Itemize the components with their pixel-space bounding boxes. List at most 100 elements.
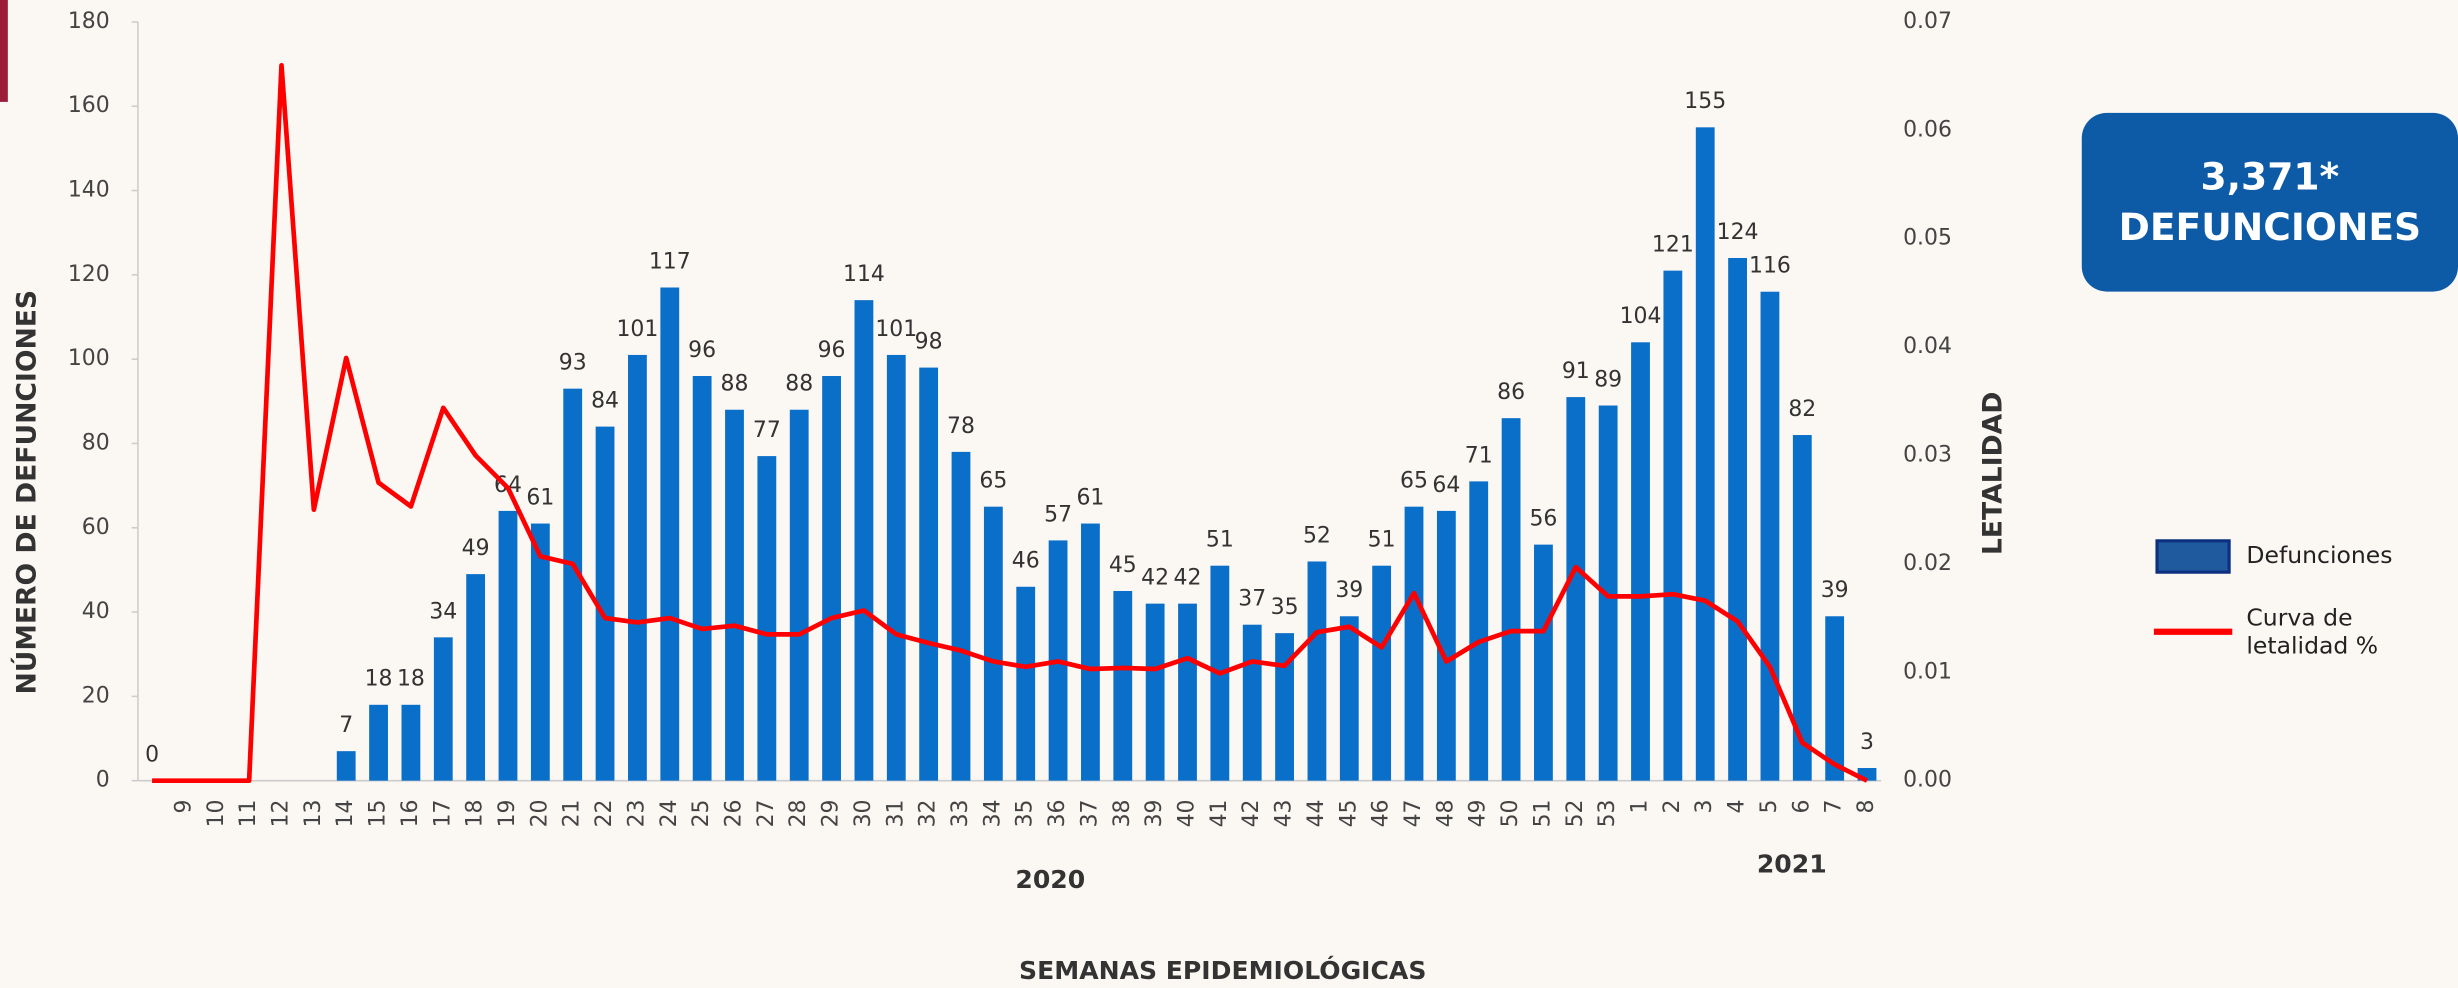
y2-axis-title: LETALIDAD <box>1977 392 2008 556</box>
bar <box>628 355 647 781</box>
y-tick-label: 140 <box>68 178 110 203</box>
bar <box>1566 397 1585 781</box>
value-label: 51 <box>1206 528 1234 553</box>
bar <box>1469 481 1488 780</box>
value-label: 65 <box>979 469 1007 494</box>
value-label: 88 <box>721 372 749 397</box>
x-tick-label: 30 <box>851 799 876 827</box>
y-tick-label: 100 <box>68 346 110 371</box>
y2-tick-label: 0.04 <box>1903 334 1952 359</box>
value-label: 114 <box>843 262 885 287</box>
value-label: 155 <box>1684 89 1726 114</box>
bar <box>984 507 1003 781</box>
value-label: 98 <box>915 330 943 355</box>
value-label: 45 <box>1109 553 1137 578</box>
x-tick-label: 19 <box>495 799 520 827</box>
value-label: 35 <box>1271 595 1299 620</box>
value-label: 77 <box>753 418 781 443</box>
x-tick-label: 13 <box>301 799 326 827</box>
bar <box>402 705 421 781</box>
x-tick-label: 33 <box>948 799 973 827</box>
legend-label: Curva de letalidad % <box>2246 604 2403 660</box>
y-tick-label: 160 <box>68 93 110 118</box>
total-label: DEFUNCIONES <box>2082 202 2458 252</box>
x-tick-label: 23 <box>624 799 649 827</box>
bar <box>337 751 356 781</box>
x-tick-label: 42 <box>1239 799 1264 827</box>
y2-tick-label: 0.02 <box>1903 551 1952 576</box>
bar <box>369 705 388 781</box>
bar <box>1761 292 1780 781</box>
bar <box>1275 633 1294 781</box>
total-value: 3,371* <box>2082 152 2458 202</box>
value-label: 117 <box>649 249 691 274</box>
value-label: 18 <box>365 667 393 692</box>
page: {"chart_data":{"type":"bar_line", "categ… <box>0 0 2458 987</box>
value-label: 64 <box>1432 473 1460 498</box>
x-tick-label: 47 <box>1401 799 1426 827</box>
x-tick-label: 14 <box>333 799 358 827</box>
legend-label: Defunciones <box>2246 541 2392 569</box>
value-label: 88 <box>785 372 813 397</box>
x-tick-label: 18 <box>463 799 488 827</box>
y-tick-label: 0 <box>96 768 110 793</box>
value-label: 61 <box>526 485 554 510</box>
total-box: 3,371* DEFUNCIONES <box>2082 113 2458 292</box>
bar <box>1016 587 1035 781</box>
x-tick-label: 26 <box>721 799 746 827</box>
value-label: 89 <box>1594 367 1622 392</box>
x-tick-label: 46 <box>1369 799 1394 827</box>
x-tick-label: 31 <box>883 799 908 827</box>
y-tick-label: 180 <box>68 9 110 34</box>
y-tick-label: 60 <box>82 515 110 540</box>
x-tick-label: 50 <box>1498 799 1523 827</box>
bar <box>1728 258 1747 781</box>
x-tick-label: 29 <box>819 799 844 827</box>
bar <box>1372 566 1391 781</box>
x-tick-label: 21 <box>560 799 585 827</box>
value-label: 121 <box>1652 233 1694 258</box>
bar <box>952 452 971 781</box>
x-tick-label: 6 <box>1789 799 1814 813</box>
y2-tick-label: 0.00 <box>1903 768 1952 793</box>
x-tick-label: 52 <box>1563 799 1588 827</box>
value-label: 91 <box>1562 359 1590 384</box>
bar <box>1146 604 1165 781</box>
value-label: 18 <box>397 667 425 692</box>
year-label: 2021 <box>1757 849 1827 878</box>
value-label: 46 <box>1012 549 1040 574</box>
x-tick-label: 41 <box>1207 799 1232 827</box>
x-tick-label: 35 <box>1013 799 1038 827</box>
x-tick-label: 5 <box>1757 799 1782 813</box>
bar <box>1081 524 1100 781</box>
bar <box>660 287 679 780</box>
x-tick-label: 1 <box>1628 799 1653 813</box>
value-label: 82 <box>1788 397 1816 422</box>
x-tick-label: 7 <box>1822 799 1847 813</box>
value-label: 39 <box>1335 578 1363 603</box>
x-tick-label: 48 <box>1433 799 1458 827</box>
x-tick-label: 40 <box>1175 799 1200 827</box>
x-tick-label: 49 <box>1466 799 1491 827</box>
legend-swatch <box>2157 541 2229 572</box>
x-tick-label: 24 <box>657 799 682 827</box>
x-tick-label: 44 <box>1304 799 1329 827</box>
bar <box>919 368 938 781</box>
x-axis-title: SEMANAS EPIDEMIOLÓGICAS <box>1019 955 1426 985</box>
value-label: 61 <box>1076 485 1104 510</box>
value-label: 96 <box>688 338 716 363</box>
value-label: 3 <box>1860 730 1874 755</box>
bar <box>563 389 582 781</box>
x-tick-label: 4 <box>1725 799 1750 813</box>
value-label: 49 <box>462 536 490 561</box>
x-tick-label: 28 <box>786 799 811 827</box>
bar <box>1405 507 1424 781</box>
x-tick-label: 3 <box>1692 799 1717 813</box>
x-tick-label: 20 <box>527 799 552 827</box>
value-label: 101 <box>616 317 658 342</box>
x-tick-label: 38 <box>1110 799 1135 827</box>
bar <box>1663 271 1682 781</box>
x-tick-label: 51 <box>1530 799 1555 827</box>
x-tick-label: 2 <box>1660 799 1685 813</box>
value-label: 84 <box>591 389 619 414</box>
